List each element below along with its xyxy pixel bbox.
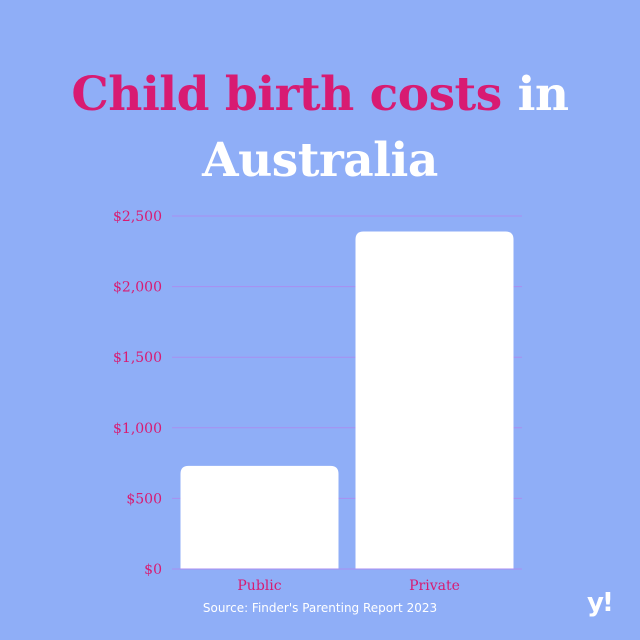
y-tick-label: $2,500 [113, 209, 162, 225]
x-category-label: Public [237, 578, 281, 594]
title-plain-text: in [501, 67, 570, 122]
x-category-label: Private [409, 578, 460, 594]
yahoo-logo: y! [587, 588, 614, 618]
y-tick-label: $1,500 [113, 350, 162, 366]
source-note: Source: Finder's Parenting Report 2023 [202, 601, 438, 615]
title-second-line: Australia [202, 133, 438, 188]
chart-title: Child birth costs in Australia [0, 62, 640, 194]
y-tick-label: $500 [126, 491, 162, 507]
bar-public [180, 465, 339, 569]
title-accent-text: Child birth costs [71, 67, 502, 122]
y-tick-label: $0 [144, 562, 162, 578]
y-tick-label: $1,000 [113, 421, 162, 437]
y-tick-label: $2,000 [113, 280, 162, 296]
bar-private [355, 231, 514, 570]
